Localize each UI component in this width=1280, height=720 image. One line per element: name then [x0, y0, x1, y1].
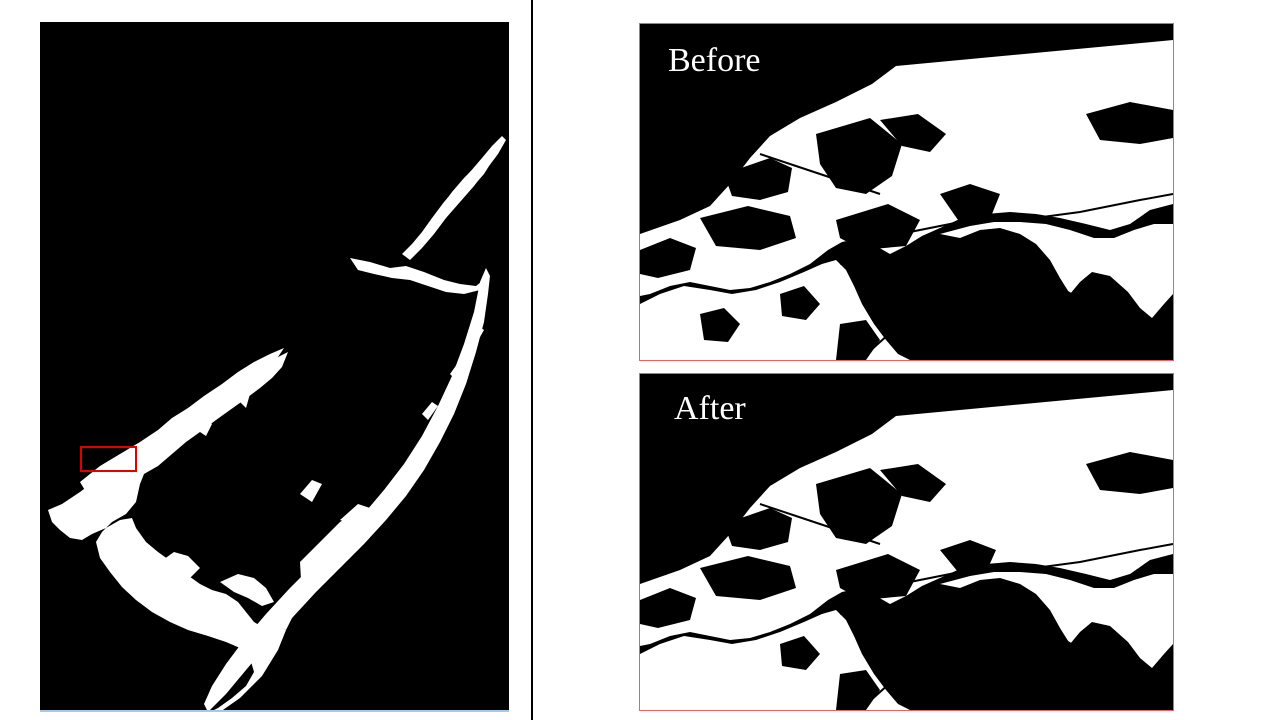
before-map-image: [640, 24, 1173, 360]
highlight-box: [80, 446, 137, 472]
overview-base-line: [40, 710, 509, 712]
after-panel: After: [639, 373, 1174, 711]
before-label: Before: [668, 42, 761, 79]
before-panel: Before: [639, 23, 1174, 361]
overview-map-image: [40, 22, 509, 712]
vertical-divider: [531, 0, 533, 720]
after-label: After: [674, 390, 746, 427]
overview-map: [40, 22, 509, 712]
after-map-image: [640, 374, 1173, 710]
